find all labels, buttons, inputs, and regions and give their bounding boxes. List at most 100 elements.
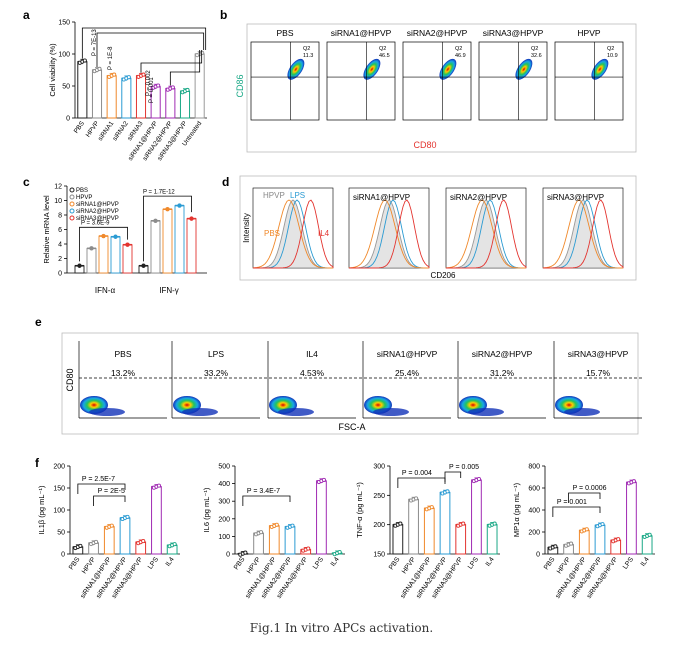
y-tick-label: 200 (53, 464, 65, 471)
bar (626, 481, 637, 555)
density-tail (89, 408, 125, 416)
bar (91, 69, 103, 119)
bar (174, 205, 185, 274)
gate-percent: 31.2% (490, 368, 515, 378)
data-point (101, 233, 106, 239)
significance-bracket (568, 492, 601, 503)
bar (162, 208, 173, 274)
histogram-curve (253, 199, 334, 269)
y-tick-label: 150 (58, 20, 70, 27)
quadrant-value: 10.9 (607, 53, 618, 59)
data-point (461, 521, 466, 526)
y-tick-label: 50 (57, 530, 65, 537)
legend-il4: IL4 (318, 229, 330, 238)
bar (455, 524, 467, 555)
histogram-curve (252, 199, 333, 269)
y-tick-label: 0 (536, 552, 540, 559)
bar (77, 61, 88, 119)
y-tick-label: 600 (528, 486, 540, 493)
category-label: IL4 (640, 556, 651, 568)
bar (284, 526, 296, 555)
significance-bracket (143, 195, 192, 262)
data-point (141, 539, 146, 544)
significance-bracket (552, 506, 601, 517)
plot-frame (554, 41, 624, 121)
legend-pbs: PBS (264, 229, 280, 238)
data-point (398, 521, 403, 526)
category-label: LPS (467, 556, 480, 571)
panel-d-histograms: siRNA1@HPVP siRNA2@HPVP siRNA3@HPVP HPVP LPS… (239, 175, 637, 281)
histogram-curve (542, 199, 623, 269)
plot-title: PBS (114, 349, 131, 359)
y-tick-label: 0 (66, 116, 70, 123)
quadrant-label: Q2 (607, 46, 614, 52)
y-tick-label: 0 (226, 552, 230, 559)
data-point (113, 234, 118, 239)
bar (110, 236, 121, 274)
density-blob (515, 58, 533, 80)
category-label: IFN-α (95, 286, 116, 295)
quadrant-value: 46.5 (379, 53, 390, 59)
bar (150, 220, 161, 274)
category-label: IL4 (330, 556, 341, 568)
quadrant-label: Q2 (455, 46, 462, 52)
y-tick-label: 0 (58, 271, 62, 278)
histogram-title: siRNA1@HPVP (353, 193, 410, 202)
panel-letter-b: b (220, 8, 227, 22)
y-tick-label: 0 (61, 552, 65, 559)
quadrant-label: Q2 (531, 46, 538, 52)
density-tail (468, 408, 504, 416)
density-tail (182, 408, 218, 416)
y-tick-label: 6 (58, 227, 62, 234)
significance-bracket (93, 495, 126, 506)
panel-e-frame (61, 332, 639, 435)
quadrant-value: 11.3 (303, 53, 313, 59)
bar (486, 524, 498, 555)
data-point (89, 246, 94, 251)
significance-bracket (77, 483, 126, 494)
significance-bracket (397, 477, 446, 488)
panel-letter-d: d (222, 175, 229, 189)
significance-bracket (79, 226, 128, 262)
y-tick-label: 400 (218, 481, 230, 488)
category-label: IL4 (485, 556, 496, 568)
data-point (112, 72, 117, 77)
p-value-annotation: P = 7E-13 (92, 29, 98, 56)
data-point (77, 263, 82, 268)
category-label: PBS (68, 556, 82, 572)
category-label: LPS (622, 556, 635, 571)
data-point (141, 263, 146, 268)
y-tick-label: 200 (218, 516, 230, 523)
data-point (125, 514, 130, 519)
y-tick-label: 50 (62, 84, 70, 91)
y-tick-label: 4 (58, 242, 62, 249)
category-label: LPS (147, 556, 160, 571)
data-point (414, 496, 419, 501)
x-axis-label: CD80 (413, 140, 436, 150)
data-point (429, 505, 434, 510)
data-point (200, 50, 205, 55)
density-tail (278, 408, 314, 416)
plot-title: IL4 (306, 349, 318, 359)
y-axis-label: CD80 (65, 368, 75, 391)
data-point (141, 72, 146, 77)
gate-percent: 4.53% (300, 368, 325, 378)
p-value-annotation: P = 0.001 (149, 77, 155, 103)
density-tail (564, 408, 600, 416)
data-point (189, 216, 194, 221)
panel-letter-e: e (35, 315, 42, 329)
data-point (243, 550, 248, 555)
bar (119, 517, 131, 555)
legend-label: siRNA1@HPVP (76, 202, 119, 208)
category-label: LPS (312, 556, 325, 571)
y-tick-label: 300 (373, 464, 385, 471)
category-label: PBS (388, 556, 402, 572)
data-point (631, 479, 636, 484)
panel-d-frame (239, 175, 637, 281)
legend-marker (69, 187, 75, 193)
bar (439, 491, 451, 555)
p-value-annotation: P = 0.001 (557, 499, 587, 506)
data-point (126, 75, 131, 80)
y-axis-label: TNF-α (pg mL⁻¹) (355, 482, 364, 538)
